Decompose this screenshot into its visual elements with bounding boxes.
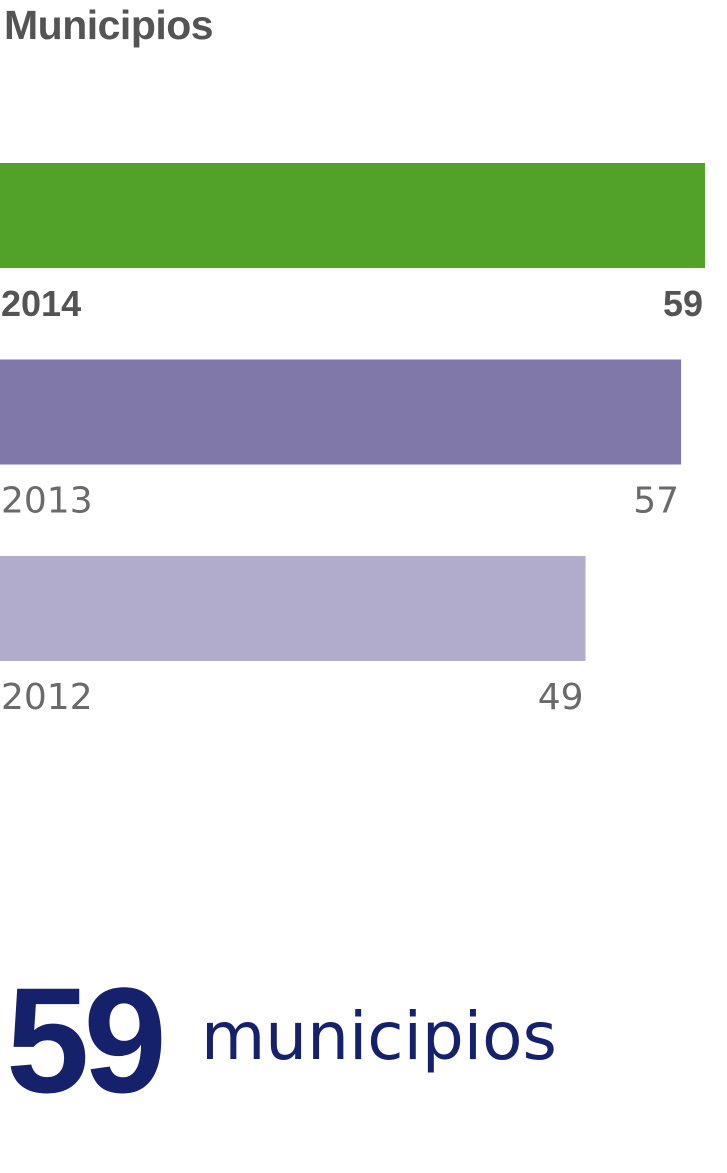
value-label-2012: 49: [538, 677, 584, 718]
bar-2013: [0, 359, 682, 465]
category-label-2014: 2014: [1, 283, 81, 324]
chart-title: Municipios: [4, 2, 214, 48]
value-label-2013: 57: [633, 481, 679, 522]
category-label-2013: 2013: [1, 481, 93, 522]
summary-unit: municipios: [201, 998, 557, 1075]
bar-2012: [0, 556, 586, 661]
summary-value: 59: [6, 956, 167, 1124]
category-label-2012: 2012: [1, 677, 93, 718]
bar-2014: [0, 163, 705, 268]
bar-chart: 2014 59 2013 57 2012 49: [0, 163, 705, 718]
value-label-2014: 59: [663, 283, 703, 324]
